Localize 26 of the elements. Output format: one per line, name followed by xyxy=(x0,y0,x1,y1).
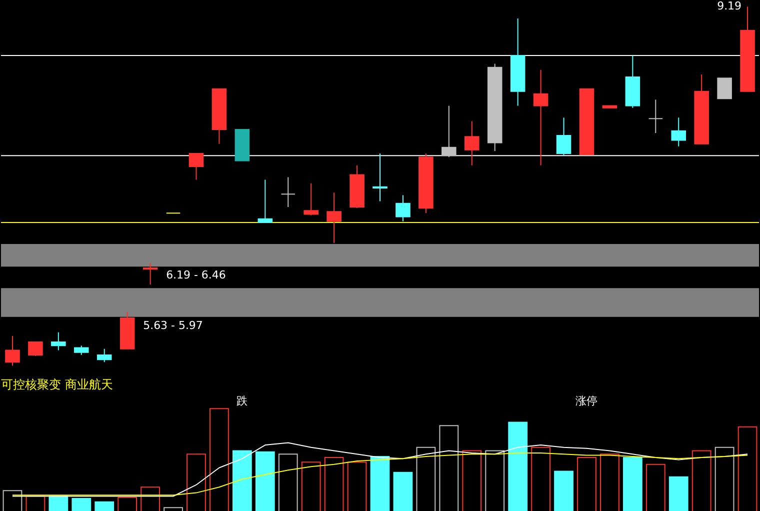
candlestick xyxy=(533,69,548,166)
candlestick xyxy=(142,262,158,286)
candlestick xyxy=(96,348,112,363)
chart-title: 可控核聚变 商业航天 xyxy=(0,378,113,392)
candlestick xyxy=(671,117,686,147)
candlestick xyxy=(51,332,66,351)
text: 跌 xyxy=(236,394,248,408)
text: 涨停 xyxy=(576,394,598,408)
candlestick xyxy=(280,176,296,208)
band-label: 5.63 - 5.97 xyxy=(143,318,203,332)
band-label: 6.19 - 6.46 xyxy=(166,268,226,282)
candlestick xyxy=(372,153,388,202)
candlestick xyxy=(188,153,204,180)
candlestick xyxy=(717,78,732,100)
candlestick xyxy=(28,342,43,357)
candlestick xyxy=(464,120,480,166)
candlestick xyxy=(556,117,572,156)
annotation: 9.19 xyxy=(717,0,742,13)
candlestick xyxy=(326,192,342,244)
candlestick xyxy=(258,179,273,223)
candlestick xyxy=(74,345,89,356)
candlestick xyxy=(442,105,456,158)
candlestick xyxy=(5,335,20,366)
candlestick xyxy=(396,194,410,222)
candlestick xyxy=(304,182,318,216)
candlestick xyxy=(648,99,664,134)
